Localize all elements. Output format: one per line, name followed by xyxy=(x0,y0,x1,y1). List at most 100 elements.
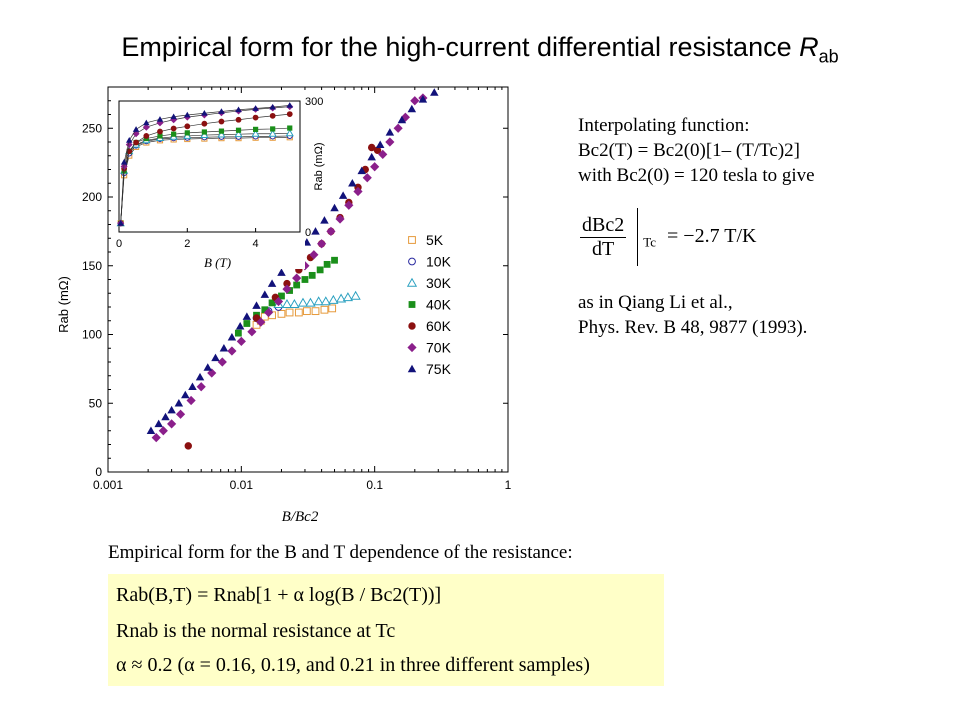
data-point-40K xyxy=(301,276,309,283)
data-point-75K xyxy=(211,353,220,362)
data-point-5K xyxy=(294,308,303,317)
page-title: Empirical form for the high-current diff… xyxy=(0,32,960,67)
inset-x-axis-label: B (T) xyxy=(204,255,231,270)
inset-data-point-75K xyxy=(120,158,128,165)
data-point-75K xyxy=(320,216,329,224)
data-point-75K xyxy=(267,279,277,287)
inset-data-point-30K xyxy=(251,129,260,137)
legend-marker-5K xyxy=(408,236,416,244)
data-point-5K xyxy=(302,307,311,316)
data-point-70K xyxy=(362,173,372,183)
data-point-70K xyxy=(344,200,354,210)
legend-marker-60K xyxy=(408,322,416,330)
inset-x-tick-label: 2 xyxy=(184,238,190,250)
data-point-75K xyxy=(195,372,205,381)
data-point-75K xyxy=(188,382,197,390)
data-point-75K xyxy=(146,426,156,434)
data-point-5K xyxy=(328,304,337,313)
data-point-40K xyxy=(316,266,324,274)
data-point-60K xyxy=(184,442,192,450)
y-tick-label: 250 xyxy=(82,121,102,135)
inset-data-point-40K xyxy=(270,126,276,132)
derivative-fraction: dBc2 dT xyxy=(580,213,627,261)
data-point-70K xyxy=(393,123,403,133)
data-point-70K xyxy=(167,419,177,429)
data-point-5K xyxy=(277,309,286,318)
data-point-40K xyxy=(308,271,316,279)
data-point-75K xyxy=(203,363,213,371)
data-point-30K xyxy=(320,296,331,306)
data-point-70K xyxy=(207,368,217,378)
legend-label: 10K xyxy=(426,254,452,270)
inset-data-point-40K xyxy=(235,127,242,133)
title-subscript: ab xyxy=(818,46,839,67)
data-point-5K xyxy=(311,307,320,316)
data-point-70K xyxy=(227,346,237,356)
interpolation-note: Interpolating function: Bc2(T) = Bc2(0)[… xyxy=(578,113,815,188)
inset-data-point-70K xyxy=(132,130,140,138)
data-point-70K xyxy=(256,317,266,327)
data-point-70K xyxy=(378,149,388,159)
data-point-75K xyxy=(181,390,190,399)
inset-data-point-75K xyxy=(184,111,191,118)
legend-label: 30K xyxy=(426,275,452,291)
legend-marker-30K xyxy=(406,277,418,287)
data-point-5K xyxy=(320,305,329,314)
data-point-70K xyxy=(236,336,246,346)
inset-data-point-75K xyxy=(125,137,133,143)
inset-data-point-75K xyxy=(252,105,259,111)
inset-data-point-40K xyxy=(184,130,190,136)
data-point-70K xyxy=(247,327,257,337)
inset-data-point-60K xyxy=(218,118,225,125)
data-point-40K xyxy=(234,329,242,337)
alpha-note: α ≈ 0.2 (α = 0.16, 0.19, and 0.21 in thr… xyxy=(116,654,590,676)
inset-fit-line-75K xyxy=(120,105,290,224)
data-point-30K xyxy=(313,296,324,306)
inset-y-tick-label: 0 xyxy=(305,227,311,239)
data-point-75K xyxy=(174,399,184,407)
data-point-75K xyxy=(397,115,407,124)
data-point-70K xyxy=(263,307,274,318)
x-tick-label: 0.001 xyxy=(93,478,123,492)
data-point-75K xyxy=(260,290,270,298)
data-point-75K xyxy=(375,140,385,148)
inset-data-point-30K xyxy=(234,129,243,138)
inset-data-point-60K xyxy=(157,128,163,135)
data-point-30K xyxy=(281,298,293,308)
derivative-subscript: Tc xyxy=(643,234,657,250)
title-symbol: R xyxy=(799,32,819,62)
data-point-75K xyxy=(242,312,252,320)
data-point-60K xyxy=(252,314,261,322)
note-line-1: Interpolating function: xyxy=(578,115,750,136)
inset-data-point-60K xyxy=(286,111,293,117)
inset-y-axis-label: Rab (mΩ) xyxy=(313,143,325,191)
data-point-40K xyxy=(261,306,269,314)
reference: as in Qiang Li et al., Phys. Rev. B 48, … xyxy=(578,290,807,340)
inset-data-point-60K xyxy=(143,133,150,139)
data-point-75K xyxy=(154,419,163,428)
inset-x-tick-label: 0 xyxy=(116,238,122,250)
inset-data-point-60K xyxy=(235,116,242,123)
inset-x-tick-label: 4 xyxy=(253,238,259,250)
data-point-75K xyxy=(385,128,395,136)
inset-data-point-30K xyxy=(285,129,294,137)
data-point-75K xyxy=(277,268,286,276)
data-point-70K xyxy=(353,186,363,197)
data-point-75K xyxy=(418,95,428,103)
data-point-75K xyxy=(219,344,229,352)
legend-marker-70K xyxy=(407,342,417,353)
inset-data-point-60K xyxy=(201,120,208,127)
derivative-numerator: dBc2 xyxy=(580,213,627,238)
data-point-70K xyxy=(326,226,336,236)
data-point-70K xyxy=(186,395,196,406)
data-point-70K xyxy=(196,382,206,392)
data-point-75K xyxy=(338,191,348,199)
y-axis-label: Rab (mΩ) xyxy=(56,276,71,333)
data-point-70K xyxy=(309,250,319,260)
derivative-formula: dBc2 dT Tc = −2.7 T/K xyxy=(580,208,756,266)
data-point-70K xyxy=(273,296,284,307)
y-tick-label: 0 xyxy=(95,465,102,479)
data-point-75K xyxy=(167,405,176,414)
data-point-70K xyxy=(175,409,186,419)
data-point-70K xyxy=(410,96,420,106)
